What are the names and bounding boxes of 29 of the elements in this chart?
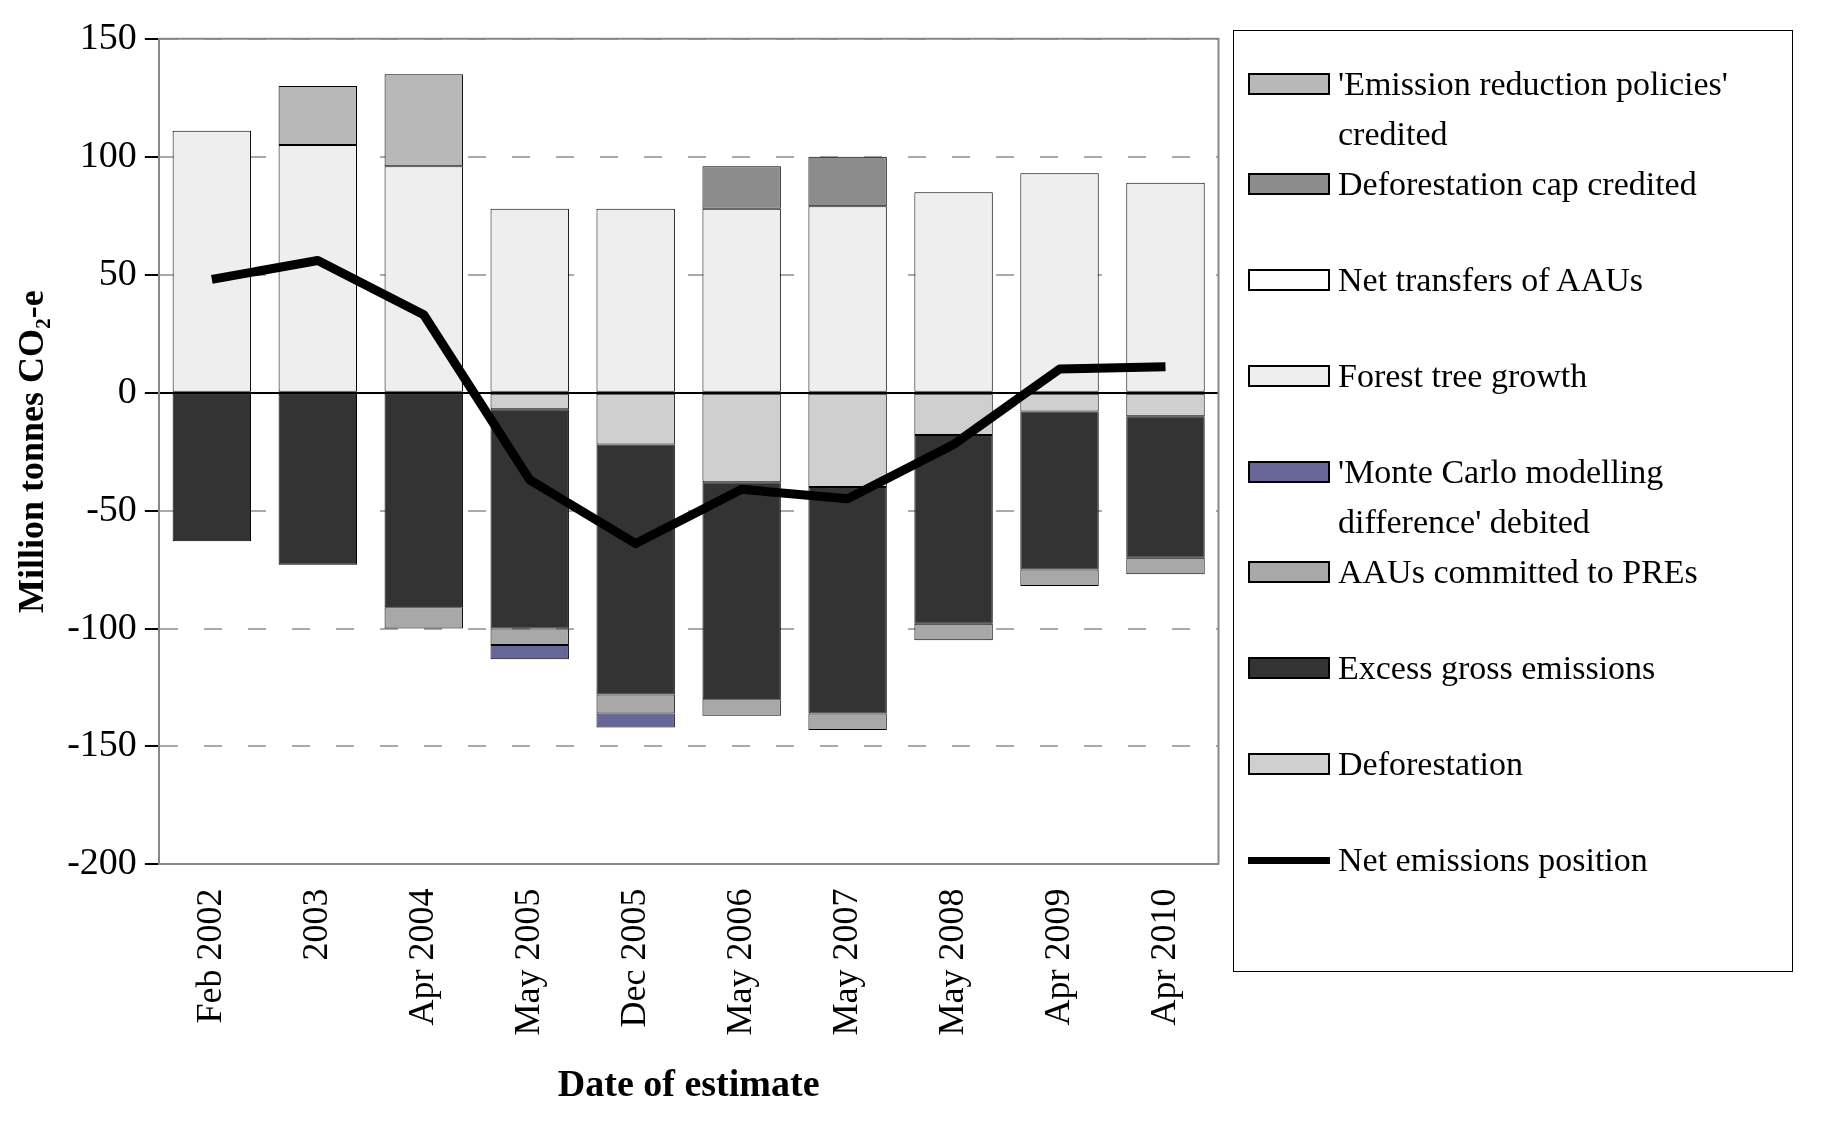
x-tick-label: May 2007	[825, 888, 866, 1036]
legend-label: AAUs committed to PREs	[1338, 552, 1698, 592]
y-tick-label: 100	[79, 132, 137, 175]
x-tick-label: 2003	[295, 888, 336, 961]
legend-label: 'Emission reduction policies' credited	[1338, 64, 1729, 154]
x-tick-label: May 2005	[507, 888, 548, 1036]
legend-label: Deforestation cap credited	[1338, 164, 1697, 204]
legend-label: Excess gross emissions	[1338, 648, 1656, 688]
x-tick-label: Apr 2010	[1142, 888, 1183, 1026]
legend-label: Net transfers of AAUs	[1338, 260, 1643, 300]
x-tick-label: Dec 2005	[613, 888, 654, 1028]
y-tick-label: -100	[67, 604, 137, 647]
legend-label: 'Monte Carlo modelling difference' debited	[1338, 452, 1665, 542]
y-tick-label: -200	[67, 840, 137, 883]
legend-label: Deforestation	[1338, 744, 1524, 784]
x-tick-label: Apr 2009	[1036, 888, 1077, 1026]
y-tick-label: -150	[67, 722, 137, 765]
y-tick-label: 50	[98, 250, 137, 293]
x-tick-label: May 2008	[931, 888, 972, 1036]
legend-label: Forest tree growth	[1338, 356, 1588, 396]
y-tick-label: -50	[86, 486, 137, 529]
x-tick-label: Feb 2002	[189, 888, 230, 1024]
y-tick-label: 0	[117, 368, 137, 411]
x-tick-label: Apr 2004	[401, 888, 442, 1026]
x-tick-label: May 2006	[719, 888, 760, 1036]
x-axis-title: Date of estimate	[557, 1062, 820, 1105]
legend-label: Net emissions position	[1338, 840, 1648, 880]
y-axis-title: Million tonnes CO₂-e	[10, 290, 51, 613]
y-tick-label: 150	[79, 14, 137, 57]
